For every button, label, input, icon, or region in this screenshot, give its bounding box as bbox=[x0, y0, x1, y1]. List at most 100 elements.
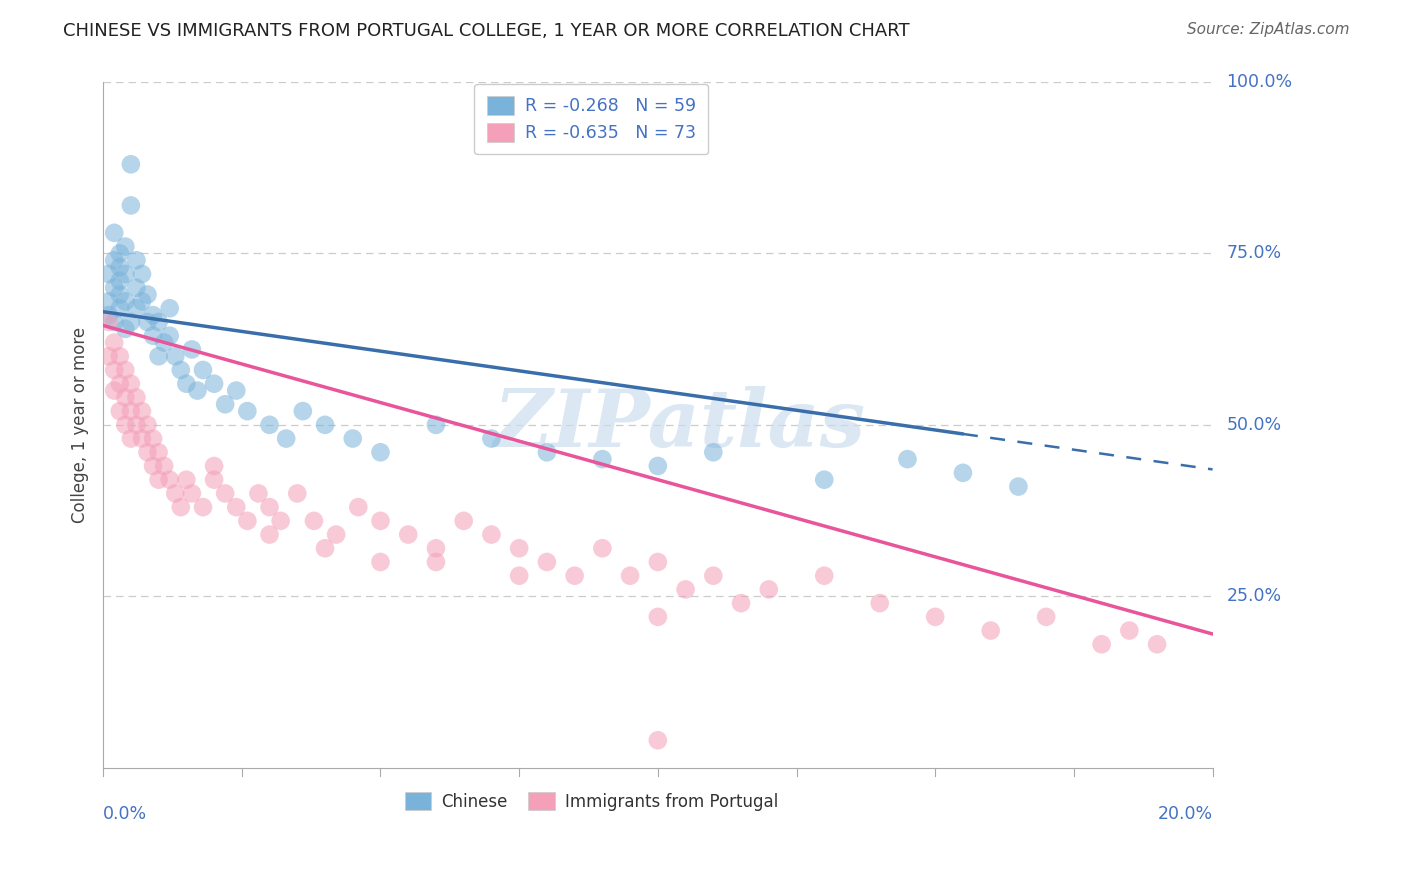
Point bbox=[896, 452, 918, 467]
Point bbox=[165, 486, 187, 500]
Point bbox=[647, 733, 669, 747]
Point bbox=[108, 349, 131, 363]
Point bbox=[314, 541, 336, 556]
Point bbox=[103, 384, 125, 398]
Point bbox=[103, 335, 125, 350]
Point bbox=[120, 157, 142, 171]
Point bbox=[159, 473, 181, 487]
Point bbox=[148, 445, 170, 459]
Point bbox=[142, 328, 165, 343]
Point bbox=[758, 582, 780, 597]
Point bbox=[176, 376, 198, 391]
Point bbox=[347, 500, 370, 515]
Point bbox=[453, 514, 475, 528]
Point bbox=[97, 349, 120, 363]
Point bbox=[647, 610, 669, 624]
Point bbox=[148, 473, 170, 487]
Point bbox=[125, 281, 148, 295]
Point bbox=[647, 555, 669, 569]
Point bbox=[148, 315, 170, 329]
Point bbox=[591, 452, 613, 467]
Point bbox=[291, 404, 314, 418]
Y-axis label: College, 1 year or more: College, 1 year or more bbox=[72, 326, 89, 523]
Point bbox=[924, 610, 946, 624]
Point bbox=[148, 349, 170, 363]
Point bbox=[103, 363, 125, 377]
Point bbox=[108, 376, 131, 391]
Point bbox=[214, 397, 236, 411]
Point bbox=[647, 458, 669, 473]
Point bbox=[131, 267, 153, 281]
Point bbox=[285, 486, 308, 500]
Point bbox=[120, 432, 142, 446]
Point bbox=[108, 404, 131, 418]
Point bbox=[114, 267, 136, 281]
Point bbox=[136, 287, 159, 301]
Point bbox=[259, 500, 281, 515]
Point bbox=[120, 376, 142, 391]
Point bbox=[1146, 637, 1168, 651]
Point bbox=[259, 527, 281, 541]
Point bbox=[591, 541, 613, 556]
Point bbox=[314, 417, 336, 432]
Point bbox=[125, 417, 148, 432]
Point bbox=[508, 541, 530, 556]
Point bbox=[247, 486, 270, 500]
Point bbox=[370, 514, 392, 528]
Point bbox=[136, 315, 159, 329]
Point bbox=[142, 458, 165, 473]
Point bbox=[270, 514, 292, 528]
Point bbox=[103, 253, 125, 268]
Legend: Chinese, Immigrants from Portugal: Chinese, Immigrants from Portugal bbox=[398, 786, 785, 818]
Point bbox=[425, 541, 447, 556]
Point bbox=[103, 281, 125, 295]
Point bbox=[125, 253, 148, 268]
Point bbox=[536, 445, 558, 459]
Point bbox=[176, 473, 198, 487]
Point bbox=[214, 486, 236, 500]
Point bbox=[108, 246, 131, 260]
Point bbox=[980, 624, 1002, 638]
Point bbox=[425, 417, 447, 432]
Point bbox=[813, 473, 835, 487]
Point bbox=[952, 466, 974, 480]
Text: ZIPatlas: ZIPatlas bbox=[494, 386, 866, 464]
Point bbox=[702, 568, 724, 582]
Point bbox=[159, 328, 181, 343]
Point bbox=[186, 384, 208, 398]
Point bbox=[675, 582, 697, 597]
Point bbox=[180, 486, 202, 500]
Point bbox=[1007, 479, 1029, 493]
Point bbox=[97, 294, 120, 309]
Point bbox=[97, 315, 120, 329]
Point bbox=[236, 404, 259, 418]
Text: 20.0%: 20.0% bbox=[1157, 805, 1212, 823]
Point bbox=[136, 417, 159, 432]
Point bbox=[120, 315, 142, 329]
Point bbox=[125, 391, 148, 405]
Point bbox=[202, 458, 225, 473]
Text: 50.0%: 50.0% bbox=[1226, 416, 1282, 434]
Text: Source: ZipAtlas.com: Source: ZipAtlas.com bbox=[1187, 22, 1350, 37]
Point bbox=[114, 363, 136, 377]
Point bbox=[153, 458, 176, 473]
Point bbox=[153, 335, 176, 350]
Point bbox=[114, 417, 136, 432]
Point bbox=[108, 260, 131, 274]
Point bbox=[619, 568, 641, 582]
Point bbox=[114, 391, 136, 405]
Point bbox=[131, 404, 153, 418]
Point bbox=[1091, 637, 1114, 651]
Point bbox=[142, 308, 165, 322]
Point bbox=[869, 596, 891, 610]
Text: CHINESE VS IMMIGRANTS FROM PORTUGAL COLLEGE, 1 YEAR OR MORE CORRELATION CHART: CHINESE VS IMMIGRANTS FROM PORTUGAL COLL… bbox=[63, 22, 910, 40]
Point bbox=[120, 198, 142, 212]
Point bbox=[342, 432, 364, 446]
Point bbox=[136, 445, 159, 459]
Point bbox=[1035, 610, 1057, 624]
Point bbox=[114, 239, 136, 253]
Point bbox=[302, 514, 325, 528]
Point bbox=[259, 417, 281, 432]
Point bbox=[108, 287, 131, 301]
Point bbox=[425, 555, 447, 569]
